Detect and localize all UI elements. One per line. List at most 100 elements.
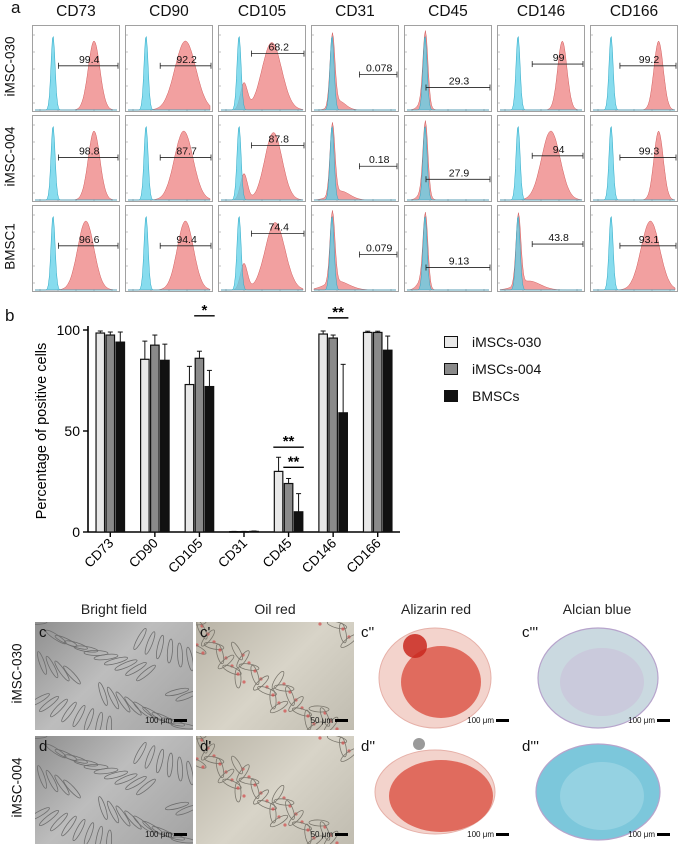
histogram-cd105-bmsc1: 74.4 — [218, 205, 306, 292]
legend-item-imscs-004: iMSCs-004 — [444, 355, 541, 382]
legend-label-imscs-030: iMSCs-030 — [472, 333, 542, 350]
bar-bmscs-cd90 — [160, 359, 170, 533]
x-tick-label-cd105: CD105 — [165, 536, 205, 576]
significance-stars: * — [202, 302, 208, 319]
legend-label-bmscs: BMSCs — [472, 387, 520, 404]
histogram-cd90-bmsc1: 94.4 — [125, 205, 213, 292]
gate-percent: 27.9 — [449, 167, 470, 179]
row-label-bmsc1: BMSC1 — [2, 223, 18, 270]
scale-bar-line — [496, 833, 509, 836]
gate-percent: 92.2 — [176, 54, 197, 66]
scale-bar-line — [657, 833, 670, 836]
x-tick-label-cd31: CD31 — [215, 536, 250, 571]
marker-cd166: CD166 — [609, 3, 659, 20]
scale-bar-line — [174, 719, 187, 722]
significance-stars: ** — [288, 453, 300, 470]
row-label-imsc-030: iMSC-030 — [2, 36, 18, 97]
x-tick-label-cd146: CD146 — [299, 536, 339, 576]
gate-percent: 99.2 — [639, 54, 660, 66]
x-tick-label-cd73: CD73 — [81, 536, 116, 571]
histogram-cd45-bmsc1: 9.13 — [404, 205, 492, 292]
gate-percent: 68.2 — [269, 42, 290, 54]
gate-percent: 0.078 — [366, 63, 392, 75]
bar-imscs-030-cd105 — [184, 383, 195, 533]
legend-item-imscs-030: iMSCs-030 — [444, 328, 541, 355]
scale-bar-line — [174, 833, 187, 836]
scale-bar-line — [496, 719, 509, 722]
x-tick-label-cd90: CD90 — [126, 536, 161, 571]
gate-percent: 9.13 — [449, 256, 470, 268]
histogram-cd166-imsc-030: 99.2 — [590, 25, 678, 112]
histogram-cd45-imsc-004: 27.9 — [404, 115, 492, 202]
marker-cd31: CD31 — [335, 3, 375, 20]
micrograph-alizarin-red-imsc-030: c'' 100 μm — [357, 622, 515, 730]
micrograph-bright-field-imsc-030: c 100 μm — [35, 622, 193, 730]
micrograph-texture — [537, 627, 659, 729]
gate-percent: 94.4 — [176, 234, 197, 246]
histogram-cd146-imsc-004: 94 — [497, 115, 585, 202]
bar-imscs-030-cd90 — [140, 358, 150, 533]
y-tick-label: 0 — [72, 524, 80, 540]
micrograph-alcian-blue-imsc-030: c''' 100 μm — [518, 622, 676, 730]
column-title-oil-red: Oil red — [254, 601, 296, 617]
bar-imscs-004-cd105 — [194, 357, 205, 533]
micrograph-texture — [196, 622, 354, 730]
bar-imscs-004-cd166 — [372, 331, 383, 533]
micrograph-letter: c'' — [361, 624, 375, 641]
micro-row-label-imsc-004: iMSC-004 — [9, 757, 25, 818]
row-label-imsc-004: iMSC-004 — [2, 126, 18, 187]
micro-row-label-imsc-030: iMSC-030 — [9, 643, 25, 704]
significance-stars: ** — [332, 304, 344, 321]
scale-bar: 50 μm — [311, 716, 348, 725]
micrograph-letter: d'' — [361, 738, 376, 755]
scale-bar-label: 100 μm — [145, 830, 172, 839]
x-tick-label-cd45: CD45 — [260, 536, 295, 571]
gate-percent: 87.8 — [269, 133, 290, 145]
chart-legend: iMSCs-030 iMSCs-004 BMSCs — [444, 328, 541, 409]
micrograph-alizarin-red-imsc-004: d'' 100 μm — [357, 736, 515, 844]
micrograph-letter: c''' — [522, 624, 539, 641]
marker-cd105: CD105 — [237, 3, 287, 20]
micrograph-texture — [378, 627, 492, 729]
bar-imscs-004-cd90 — [150, 344, 160, 533]
bar-imscs-004-cd146 — [328, 337, 338, 533]
histogram-cd90-imsc-030: 92.2 — [125, 25, 213, 112]
scale-bar: 100 μm — [145, 830, 187, 839]
panel-a-letter: a — [11, 0, 21, 17]
scale-bar-label: 100 μm — [467, 830, 494, 839]
y-tick-label: 100 — [57, 322, 81, 338]
scale-bar-line — [335, 719, 348, 722]
bar-bmscs-cd166 — [382, 349, 393, 533]
histogram-cd31-bmsc1: 0.079 — [311, 205, 399, 292]
bar-imscs-030-cd166 — [362, 331, 373, 533]
micrograph-letter: d' — [200, 738, 212, 755]
histogram-cd73-imsc-030: 99.4 — [32, 25, 120, 112]
scale-bar: 100 μm — [628, 830, 670, 839]
scale-bar-label: 50 μm — [310, 830, 333, 839]
bar-imscs-004-cd45 — [283, 482, 294, 533]
bar-bmscs-cd105 — [204, 385, 215, 533]
marker-cd73: CD73 — [56, 3, 96, 20]
micrograph-letter: d — [39, 738, 48, 755]
gate-percent: 94 — [553, 144, 565, 156]
gate-percent: 0.079 — [366, 243, 392, 255]
histogram-cd146-imsc-030: 99 — [497, 25, 585, 112]
histogram-cd166-bmsc1: 93.1 — [590, 205, 678, 292]
bar-bmscs-cd146 — [338, 412, 348, 533]
scale-bar: 100 μm — [145, 716, 187, 725]
histogram-cd105-imsc-004: 87.8 — [218, 115, 306, 202]
micrograph-texture — [535, 743, 661, 841]
histogram-cd73-bmsc1: 96.6 — [32, 205, 120, 292]
gate-percent: 96.6 — [79, 234, 100, 246]
micrograph-oil-red-imsc-004: d' 50 μm — [196, 736, 354, 844]
scale-bar: 100 μm — [467, 830, 509, 839]
scale-bar-label: 100 μm — [628, 830, 655, 839]
scale-bar: 100 μm — [467, 716, 509, 725]
column-title-alizarin-red: Alizarin red — [400, 601, 472, 617]
histogram-cd73-imsc-004: 98.8 — [32, 115, 120, 202]
bar-imscs-030-cd45 — [273, 470, 284, 533]
histogram-cd31-imsc-004: 0.18 — [311, 115, 399, 202]
marker-cd90: CD90 — [149, 3, 189, 20]
y-tick-label: 50 — [64, 423, 80, 439]
scale-bar: 100 μm — [628, 716, 670, 725]
